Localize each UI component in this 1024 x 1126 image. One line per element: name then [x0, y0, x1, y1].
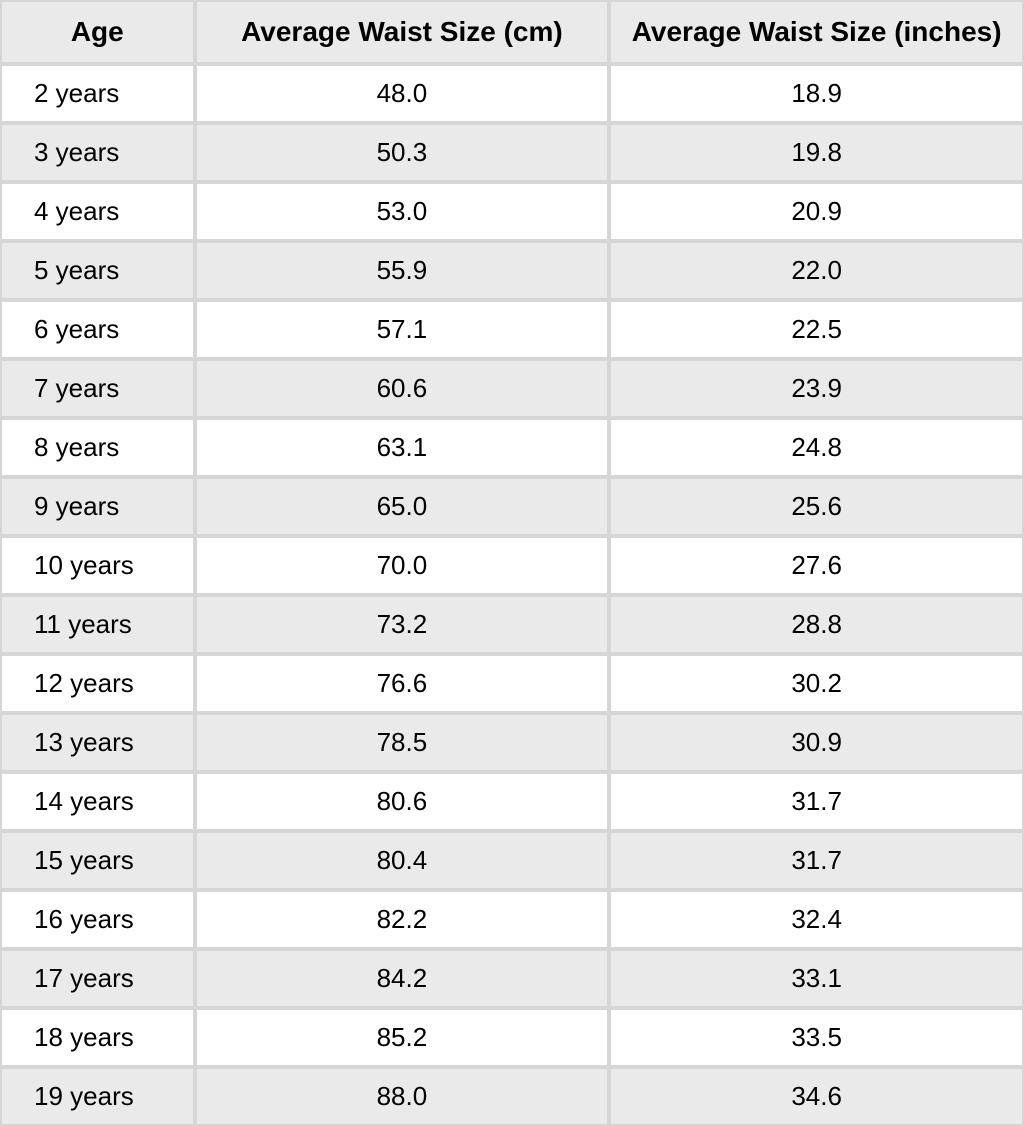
cell-inches: 31.7	[609, 772, 1024, 831]
table-row: 4 years53.020.9	[0, 182, 1024, 241]
table-row: 11 years73.228.8	[0, 595, 1024, 654]
cell-inches: 18.9	[609, 64, 1024, 123]
table-row: 9 years65.025.6	[0, 477, 1024, 536]
cell-cm: 85.2	[195, 1008, 610, 1067]
column-header-inches: Average Waist Size (inches)	[609, 0, 1024, 64]
cell-cm: 80.6	[195, 772, 610, 831]
table-row: 17 years84.233.1	[0, 949, 1024, 1008]
column-header-age: Age	[0, 0, 195, 64]
cell-cm: 82.2	[195, 890, 610, 949]
cell-cm: 88.0	[195, 1067, 610, 1126]
cell-cm: 63.1	[195, 418, 610, 477]
table-row: 5 years55.922.0	[0, 241, 1024, 300]
column-header-cm: Average Waist Size (cm)	[195, 0, 610, 64]
cell-age: 17 years	[0, 949, 195, 1008]
cell-inches: 19.8	[609, 123, 1024, 182]
cell-inches: 22.5	[609, 300, 1024, 359]
cell-age: 19 years	[0, 1067, 195, 1126]
cell-cm: 50.3	[195, 123, 610, 182]
waist-size-table: Age Average Waist Size (cm) Average Wais…	[0, 0, 1024, 1126]
cell-inches: 33.1	[609, 949, 1024, 1008]
cell-cm: 76.6	[195, 654, 610, 713]
table-row: 7 years60.623.9	[0, 359, 1024, 418]
cell-inches: 30.9	[609, 713, 1024, 772]
table-row: 3 years50.319.8	[0, 123, 1024, 182]
cell-cm: 60.6	[195, 359, 610, 418]
cell-age: 3 years	[0, 123, 195, 182]
cell-cm: 84.2	[195, 949, 610, 1008]
cell-cm: 78.5	[195, 713, 610, 772]
cell-age: 10 years	[0, 536, 195, 595]
cell-age: 8 years	[0, 418, 195, 477]
cell-age: 18 years	[0, 1008, 195, 1067]
table-row: 15 years80.431.7	[0, 831, 1024, 890]
cell-age: 5 years	[0, 241, 195, 300]
cell-age: 12 years	[0, 654, 195, 713]
cell-age: 4 years	[0, 182, 195, 241]
table-row: 19 years88.034.6	[0, 1067, 1024, 1126]
cell-inches: 24.8	[609, 418, 1024, 477]
cell-cm: 57.1	[195, 300, 610, 359]
table-body: 2 years48.018.93 years50.319.84 years53.…	[0, 64, 1024, 1126]
cell-cm: 65.0	[195, 477, 610, 536]
cell-inches: 27.6	[609, 536, 1024, 595]
table-row: 8 years63.124.8	[0, 418, 1024, 477]
table-header: Age Average Waist Size (cm) Average Wais…	[0, 0, 1024, 64]
table-row: 12 years76.630.2	[0, 654, 1024, 713]
cell-cm: 48.0	[195, 64, 610, 123]
cell-inches: 31.7	[609, 831, 1024, 890]
table-row: 14 years80.631.7	[0, 772, 1024, 831]
cell-cm: 70.0	[195, 536, 610, 595]
cell-age: 11 years	[0, 595, 195, 654]
cell-inches: 28.8	[609, 595, 1024, 654]
cell-inches: 25.6	[609, 477, 1024, 536]
cell-cm: 55.9	[195, 241, 610, 300]
cell-inches: 22.0	[609, 241, 1024, 300]
cell-inches: 23.9	[609, 359, 1024, 418]
cell-cm: 80.4	[195, 831, 610, 890]
table-row: 13 years78.530.9	[0, 713, 1024, 772]
cell-inches: 32.4	[609, 890, 1024, 949]
cell-inches: 33.5	[609, 1008, 1024, 1067]
cell-age: 6 years	[0, 300, 195, 359]
cell-age: 16 years	[0, 890, 195, 949]
cell-age: 15 years	[0, 831, 195, 890]
cell-age: 7 years	[0, 359, 195, 418]
cell-cm: 53.0	[195, 182, 610, 241]
table-row: 6 years57.122.5	[0, 300, 1024, 359]
cell-inches: 30.2	[609, 654, 1024, 713]
table-row: 16 years82.232.4	[0, 890, 1024, 949]
table-row: 10 years70.027.6	[0, 536, 1024, 595]
table-row: 2 years48.018.9	[0, 64, 1024, 123]
table-row: 18 years85.233.5	[0, 1008, 1024, 1067]
cell-age: 2 years	[0, 64, 195, 123]
cell-cm: 73.2	[195, 595, 610, 654]
cell-inches: 34.6	[609, 1067, 1024, 1126]
cell-age: 13 years	[0, 713, 195, 772]
cell-inches: 20.9	[609, 182, 1024, 241]
cell-age: 14 years	[0, 772, 195, 831]
cell-age: 9 years	[0, 477, 195, 536]
